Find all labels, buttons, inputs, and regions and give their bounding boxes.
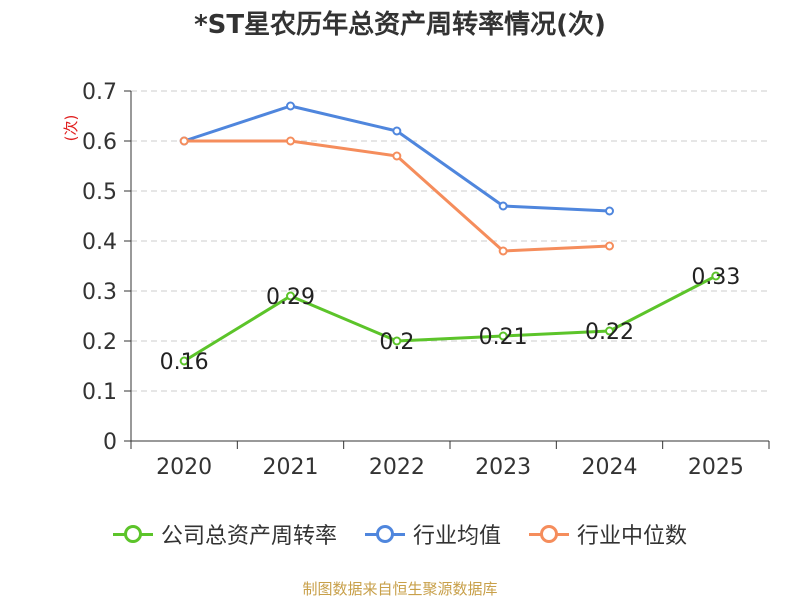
x-tick-label: 2024 (582, 455, 638, 480)
y-tick-label: 0.7 (82, 80, 117, 105)
data-label: 0.29 (266, 285, 315, 310)
legend: 公司总资产周转率 行业均值 行业中位数 (0, 518, 800, 550)
data-label: 0.21 (479, 325, 528, 350)
legend-item[interactable]: 行业中位数 (529, 518, 687, 550)
data-label: 0.16 (160, 350, 209, 375)
legend-label: 行业均值 (412, 524, 501, 549)
legend-marker-icon (364, 524, 405, 544)
legend-marker-icon (112, 524, 153, 544)
data-label: 0.2 (379, 330, 414, 355)
data-point (286, 291, 295, 301)
data-point (605, 326, 614, 336)
x-tick-label: 2025 (688, 455, 744, 480)
data-point (605, 241, 614, 251)
legend-label: 行业中位数 (577, 524, 688, 549)
chart-title: *ST星农历年总资产周转率情况(次) (194, 10, 606, 40)
data-point (392, 336, 402, 346)
data-point (711, 271, 721, 281)
data-point (498, 331, 508, 341)
y-tick-label: 0 (103, 430, 117, 455)
x-tick-label: 2023 (475, 455, 531, 480)
y-axis-label: (次) (62, 115, 80, 142)
y-tick-label: 0.5 (82, 180, 117, 205)
data-label: 0.22 (585, 320, 634, 345)
data-point (605, 206, 614, 216)
data-point (179, 356, 189, 366)
data-point (498, 201, 508, 211)
data-point (179, 136, 189, 146)
data-point (286, 136, 295, 146)
series-line (183, 274, 717, 363)
legend-item[interactable]: 公司总资产周转率 (112, 518, 337, 550)
legend-marker-icon (529, 524, 569, 544)
x-tick-label: 2020 (156, 455, 212, 480)
data-point (498, 246, 508, 256)
data-label: 0.33 (691, 265, 740, 290)
legend-label: 公司总资产周转率 (160, 524, 337, 549)
y-tick-label: 0.6 (82, 130, 117, 155)
x-tick-label: 2021 (263, 455, 319, 480)
data-point (392, 126, 402, 136)
data-point (392, 151, 402, 161)
y-tick-label: 0.2 (82, 330, 117, 355)
data-point (286, 101, 295, 111)
legend-item[interactable]: 行业均值 (364, 518, 501, 550)
source-note: 制图数据来自恒生聚源数据库 (302, 580, 498, 598)
y-tick-label: 0.3 (82, 280, 117, 305)
x-tick-label: 2022 (369, 455, 425, 480)
y-tick-label: 0.1 (82, 380, 117, 405)
y-tick-label: 0.4 (82, 230, 117, 255)
